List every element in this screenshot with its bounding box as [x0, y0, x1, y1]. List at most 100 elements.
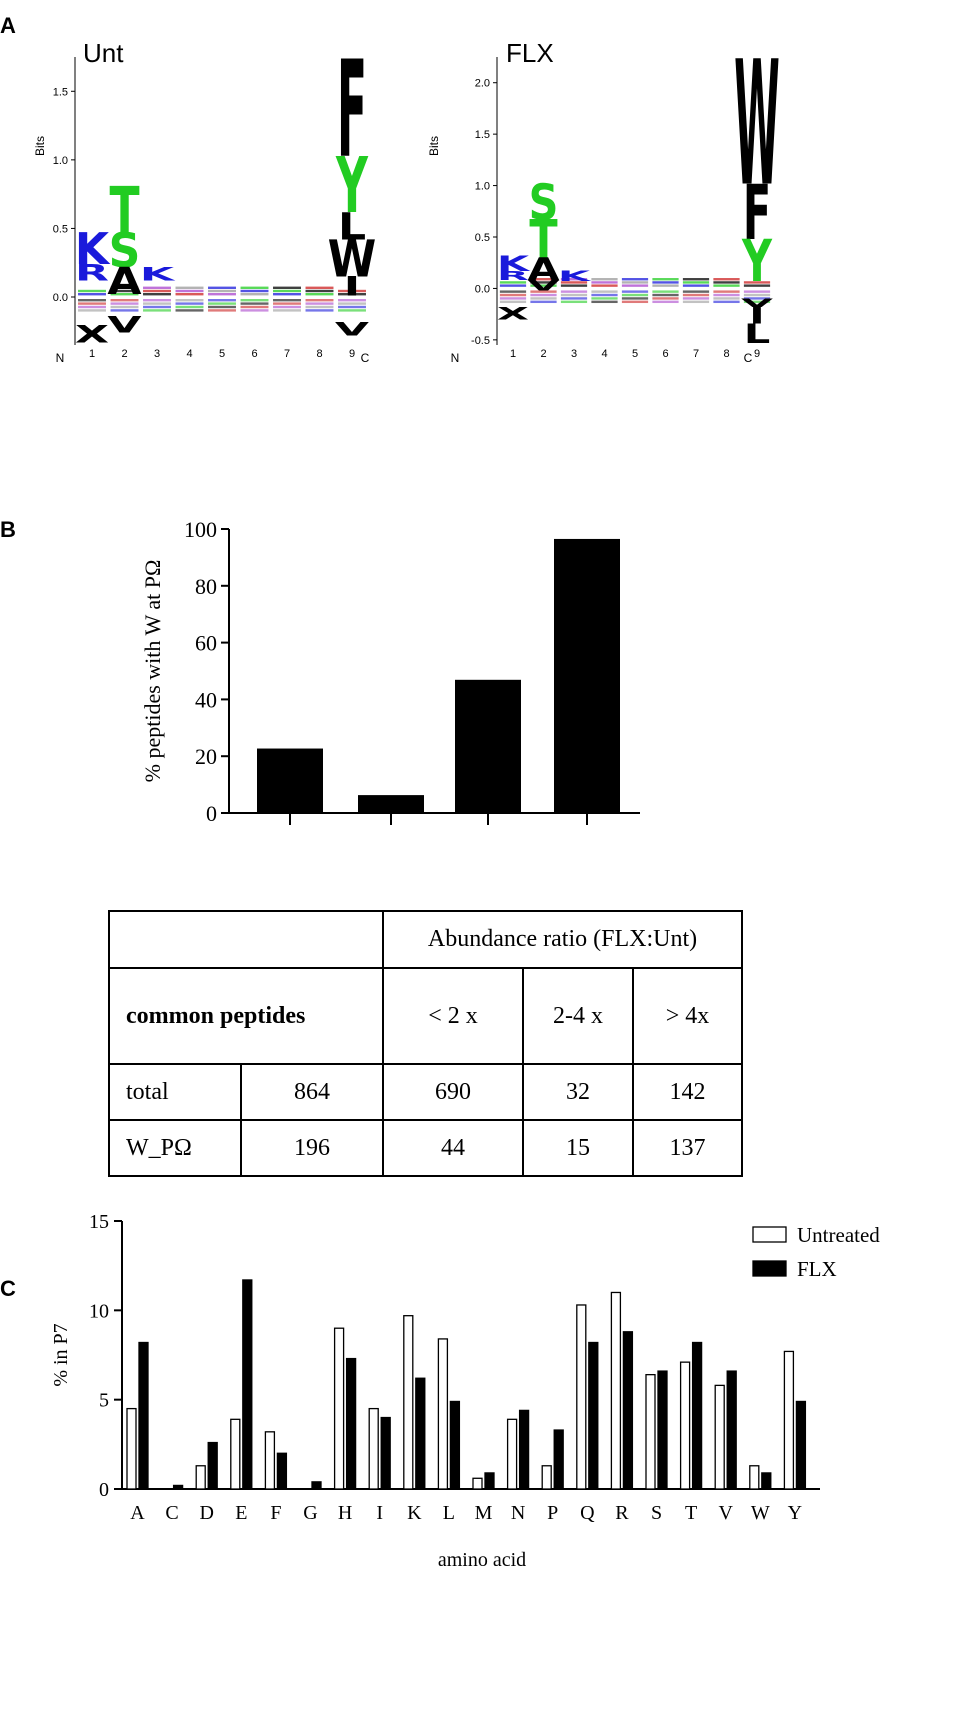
position-label: 6 [662, 348, 668, 360]
x-tick-label: S [651, 1502, 662, 1524]
minor-residue-mark [305, 299, 334, 302]
logo-letter-r: R [497, 269, 529, 283]
logo-letter-x: X [497, 304, 529, 323]
y-axis-label: % peptides with W at PΩ [140, 560, 165, 783]
bar-flx [553, 1429, 564, 1490]
y-axis-label: % in P7 [50, 1323, 72, 1386]
x-tick-label: N [511, 1502, 525, 1524]
minor-residue-mark [78, 293, 106, 296]
bar-untreated [714, 1384, 725, 1490]
c-terminus-label: C [744, 351, 753, 365]
minor-residue-mark [240, 302, 269, 305]
legend-swatch-untreated [752, 1226, 787, 1243]
minor-residue-mark [338, 305, 366, 309]
minor-residue-mark [591, 278, 618, 281]
minor-residue-mark [621, 290, 649, 293]
bar-untreated [472, 1477, 483, 1490]
legend-label-flx: FLX [797, 1257, 837, 1281]
y-tick-label: 1.0 [53, 155, 68, 167]
x-tick-label: R [615, 1502, 629, 1524]
minor-residue-mark [499, 284, 527, 287]
y-tick-label: 15 [89, 1211, 109, 1233]
x-tick-label: P [547, 1502, 558, 1524]
minor-residue-mark [499, 297, 527, 300]
table-row-label: total [108, 1063, 242, 1121]
minor-residue-mark [240, 309, 269, 312]
minor-residue-mark [175, 293, 204, 296]
position-label: 5 [632, 348, 638, 360]
minor-residue-mark [652, 297, 679, 300]
minor-residue-mark [305, 286, 334, 289]
bar-flx [484, 1472, 495, 1490]
panel-letter-c: C [0, 1276, 16, 1301]
bar [257, 748, 323, 813]
bar-flx [138, 1341, 149, 1490]
bar-untreated [333, 1327, 345, 1490]
legend-label-untreated: Untreated [797, 1223, 880, 1247]
logo-letter-y: Y [741, 227, 772, 295]
minor-residue-mark [621, 300, 649, 304]
minor-residue-mark [240, 305, 269, 309]
bar-untreated [126, 1407, 137, 1490]
position-label: 8 [723, 348, 729, 360]
x-tick-label: I [376, 1502, 383, 1524]
minor-residue-mark [110, 299, 139, 302]
minor-residue-mark [560, 278, 588, 281]
position-label: 9 [754, 348, 760, 360]
y-tick-label: 2.0 [475, 78, 490, 90]
minor-residue-mark [240, 289, 269, 293]
x-tick-label: H [338, 1502, 352, 1524]
minor-residue-mark [338, 302, 366, 305]
y-tick-label: 0 [206, 801, 217, 826]
table-cell: 32 [522, 1063, 634, 1121]
position-label: 9 [349, 348, 355, 360]
table-empty-header-cell [108, 910, 384, 969]
bar-flx [380, 1416, 391, 1490]
table-column-header: > 4x [632, 967, 743, 1065]
minor-residue-mark [175, 286, 204, 289]
x-tick-label: Y [788, 1502, 802, 1524]
bar-flx [415, 1377, 426, 1490]
bar-flx [795, 1400, 807, 1490]
abundance-table: Abundance ratio (FLX:Unt) common peptide… [108, 910, 743, 1177]
y-tick-label: 10 [89, 1300, 109, 1322]
minor-residue-mark [110, 309, 139, 312]
y-tick-label: -0.5 [471, 335, 490, 347]
x-tick-label: W [751, 1502, 770, 1524]
minor-residue-mark [743, 290, 771, 293]
position-label: 8 [316, 348, 322, 360]
minor-residue-mark [621, 278, 649, 281]
x-tick-label: D [199, 1502, 213, 1524]
minor-residue-mark [530, 281, 557, 284]
x-tick-label: E [235, 1502, 247, 1524]
logo-letter-l: L [338, 205, 366, 249]
y-tick-label: 60 [195, 631, 217, 656]
y-axis-label: Bits [33, 136, 47, 156]
bar-flx [345, 1357, 357, 1490]
logo-letter-a: A [527, 251, 560, 287]
minor-residue-mark [338, 293, 366, 296]
minor-residue-mark [208, 299, 236, 302]
minor-residue-mark [713, 281, 740, 284]
minor-residue-mark [499, 293, 527, 297]
logo-letter-r: R [75, 260, 109, 286]
x-tick-label: L [443, 1502, 455, 1524]
minor-residue-mark [560, 281, 588, 284]
table-row: total 864 690 32 142 [108, 1063, 743, 1121]
y-tick-label: 0 [99, 1479, 109, 1501]
minor-residue-mark [240, 293, 269, 296]
logo-letter-w: W [328, 231, 377, 290]
minor-residue-mark [560, 290, 588, 293]
minor-residue-mark [273, 293, 301, 296]
y-tick-label: 0.5 [475, 232, 490, 244]
logo-letter-v: V [741, 297, 774, 310]
minor-residue-mark [682, 300, 710, 304]
x-axis-label: amino acid [438, 1549, 526, 1571]
minor-residue-mark [208, 309, 236, 312]
minor-residue-mark [652, 293, 679, 297]
minor-residue-mark [175, 305, 204, 309]
minor-residue-mark [305, 309, 334, 312]
bar-untreated [610, 1291, 622, 1490]
